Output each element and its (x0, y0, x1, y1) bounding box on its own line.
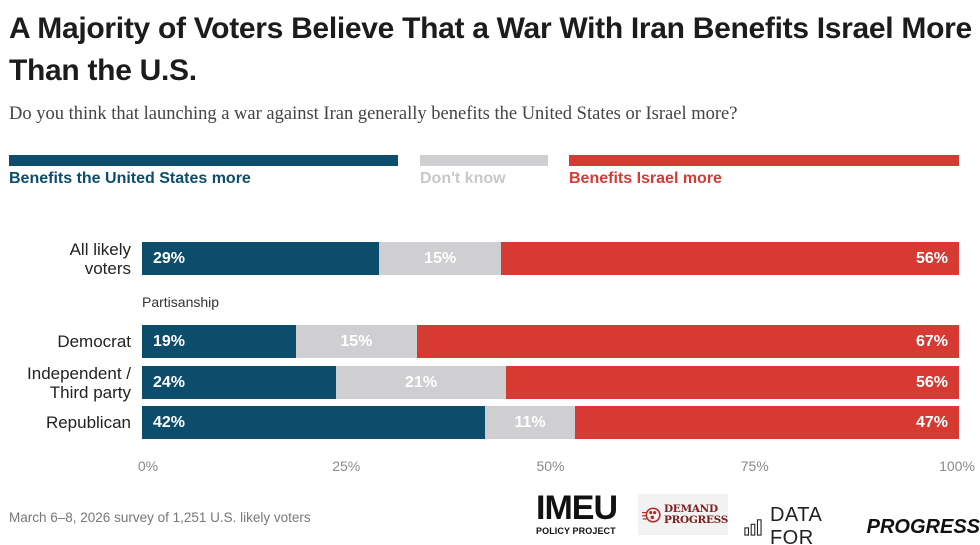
survey-footnote: March 6–8, 2026 survey of 1,251 U.S. lik… (9, 510, 311, 525)
legend-item: Benefits Israel more (569, 155, 959, 188)
stacked-bar: 42% 11% 47% (142, 406, 959, 439)
data-label: 21% (405, 373, 438, 391)
category-label: Democrat (57, 332, 131, 351)
data-for-progress-logo: DATA FOR PROGRESS (744, 504, 980, 545)
x-tick-label: 25% (332, 458, 361, 474)
data-label: 56% (915, 249, 948, 267)
x-tick-label: 100% (939, 458, 975, 474)
group-label-partisanship: Partisanship (142, 294, 220, 310)
imeu-logo-subtext: POLICY PROJECT (536, 526, 616, 536)
legend-item: Don't know (420, 155, 548, 188)
bar-segment: 56% (501, 242, 959, 275)
stacked-bar: 29% 15% 56% (142, 242, 959, 275)
dfp-logo-text-1: DATA FOR (769, 504, 822, 545)
bar-segment: 67% (417, 325, 959, 358)
legend-label: Don't know (420, 170, 506, 187)
data-label: 24% (153, 373, 186, 391)
chart-subtitle: Do you think that launching a war agains… (9, 104, 738, 124)
legend-swatch (569, 155, 959, 166)
data-label: 15% (424, 249, 457, 267)
imeu-logo-text: IMEU (536, 489, 618, 527)
data-label: 19% (153, 332, 186, 350)
legend-item: Benefits the United States more (9, 155, 398, 188)
stacked-bar: 24% 21% 56% (142, 366, 959, 399)
legend-label: Benefits Israel more (569, 170, 722, 187)
data-label: 29% (153, 249, 186, 267)
data-label: 67% (915, 332, 948, 350)
chart-title: A Majority of Voters Believe That a War … (9, 12, 972, 87)
data-label: 56% (915, 373, 948, 391)
category-label: Independent / Third party (27, 363, 131, 402)
bar-segment: 15% (295, 325, 418, 358)
category-label: Republican (45, 413, 131, 432)
x-tick-label: 0% (137, 458, 159, 474)
bar-segment: 24% (142, 366, 337, 399)
bar-segment: 42% (142, 406, 486, 439)
data-label: 42% (153, 413, 186, 431)
dfp-logo-text-2: PROGRESS (866, 515, 980, 538)
bar-chart-icon (744, 519, 762, 536)
data-label: 47% (915, 413, 948, 431)
bar-segment: 15% (378, 242, 502, 275)
stacked-bar: 19% 15% 67% (142, 325, 959, 358)
legend-label: Benefits the United States more (9, 170, 251, 187)
x-tick-label: 75% (740, 458, 769, 474)
demand-progress-line2: PROGRESS (664, 513, 728, 526)
data-label: 11% (514, 413, 546, 431)
fist-icon (642, 506, 661, 523)
demand-progress-logo: DEMAND PROGRESS (638, 494, 728, 535)
bar-segment: 56% (506, 366, 959, 399)
demand-progress-line1: DEMAND (664, 502, 718, 515)
legend-swatch (420, 155, 548, 166)
data-label: 15% (340, 332, 373, 350)
legend-swatch (9, 155, 398, 166)
bar-segment: 11% (485, 406, 575, 439)
bar-segment: 47% (574, 406, 959, 439)
bar-segment: 29% (142, 242, 379, 275)
x-tick-label: 50% (536, 458, 565, 474)
category-label: All likely voters (69, 239, 131, 278)
bar-segment: 21% (336, 366, 506, 399)
imeu-logo: IMEU POLICY PROJECT (536, 489, 622, 536)
bar-segment: 19% (142, 325, 296, 358)
